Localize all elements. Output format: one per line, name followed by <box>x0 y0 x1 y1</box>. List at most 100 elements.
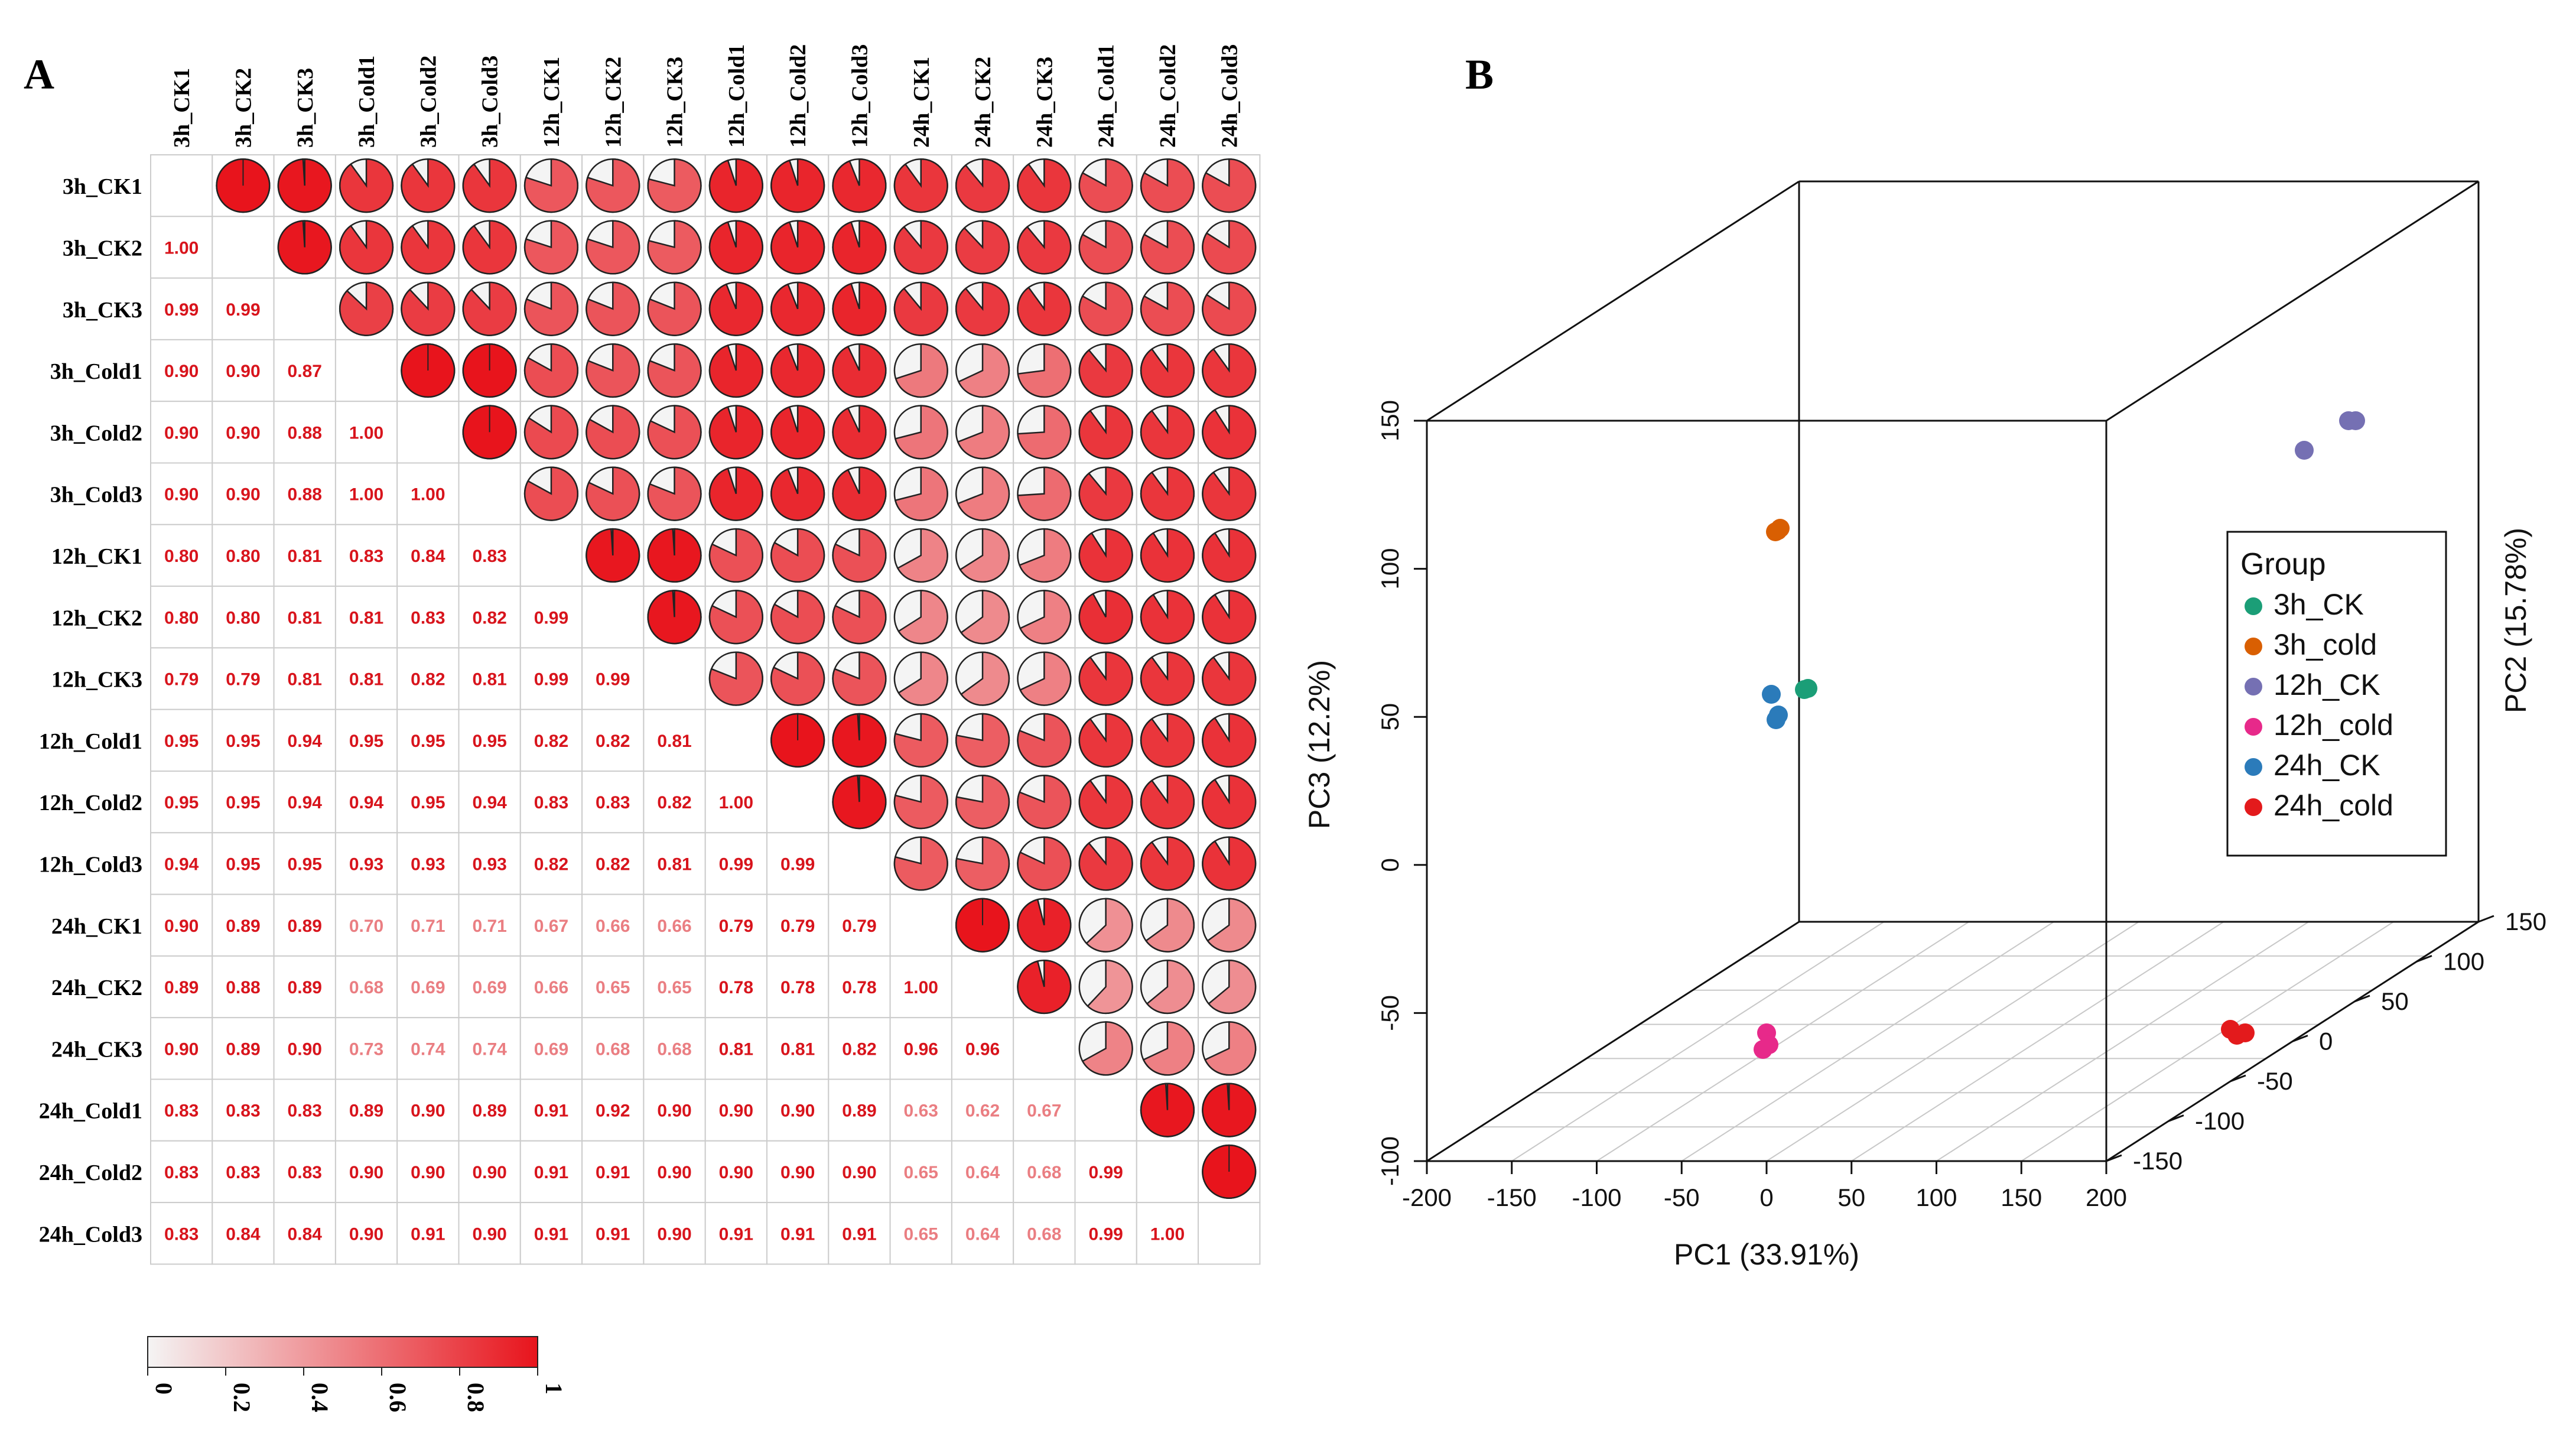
x-tick-label: -50 <box>1664 1184 1700 1211</box>
pie-glyph <box>1078 836 1133 891</box>
pie-glyph <box>523 405 579 460</box>
pie-glyph <box>1202 158 1257 213</box>
heatmap-cell <box>458 1017 521 1080</box>
pie-glyph <box>1078 220 1133 275</box>
heatmap-cell <box>150 339 213 402</box>
heatmap-cell <box>458 955 521 1019</box>
pie-glyph <box>955 466 1010 521</box>
panel-b-label: B <box>1465 51 1494 98</box>
correlation-value: 0.90 <box>164 485 199 505</box>
heatmap-cell <box>150 1140 213 1204</box>
heatmap-cell <box>396 462 460 525</box>
heatmap-cell <box>150 1017 213 1080</box>
heatmap-cell <box>396 771 460 834</box>
heatmap-cell <box>1074 1140 1137 1204</box>
heatmap-cell <box>396 1017 460 1080</box>
heatmap-cell <box>334 401 398 464</box>
heatmap-cell <box>396 832 460 895</box>
correlation-value: 0.93 <box>349 854 383 874</box>
pie-glyph <box>770 590 825 645</box>
colorbar: 0 0.2 0.4 0.6 0.8 1 <box>147 1336 567 1412</box>
z-tick <box>2230 1074 2246 1083</box>
pie-glyph <box>955 836 1010 891</box>
correlation-value: 0.80 <box>226 608 260 628</box>
heatmap-cell <box>150 216 213 279</box>
correlation-value: 0.81 <box>657 732 691 751</box>
heatmap-cell <box>828 1202 891 1265</box>
column-label: 3h_Cold3 <box>478 56 503 148</box>
heatmap-cell <box>334 1078 398 1142</box>
correlation-value: 0.90 <box>719 1101 753 1121</box>
correlation-value: 0.90 <box>164 1039 199 1059</box>
column-label: 12h_Cold1 <box>724 44 749 148</box>
pie-glyph <box>832 466 887 521</box>
correlation-value: 0.81 <box>349 608 383 628</box>
correlation-value: 0.78 <box>780 978 815 997</box>
correlation-value: 0.90 <box>472 1163 506 1182</box>
correlation-value: 0.90 <box>657 1101 691 1121</box>
panel-a: A 3h_CK13h_CK23h_CK33h_Cold13h_Cold23h_C… <box>24 44 1261 1412</box>
correlation-value: 0.64 <box>965 1163 1000 1182</box>
correlation-value: 0.81 <box>288 670 322 690</box>
heatmap-cell <box>334 339 398 402</box>
pie-glyph <box>893 281 948 336</box>
colorbar-tick-label: 0.2 <box>229 1383 255 1412</box>
pie-glyph <box>770 528 825 583</box>
pie-glyph <box>1202 1144 1257 1200</box>
panel-a-label: A <box>24 51 54 98</box>
pie-glyph <box>770 158 825 213</box>
correlation-value: 0.66 <box>596 916 630 936</box>
correlation-value: 0.84 <box>226 1224 261 1244</box>
correlation-value: 0.92 <box>596 1101 630 1121</box>
correlation-value: 0.81 <box>780 1039 815 1059</box>
heatmap-cell <box>273 277 336 340</box>
pie-glyph <box>1202 528 1257 583</box>
correlation-value: 0.83 <box>411 608 445 628</box>
pie-glyph <box>1202 959 1257 1015</box>
row-label: 12h_CK3 <box>51 668 142 693</box>
z-tick-label: 150 <box>2505 908 2546 935</box>
heatmap-cell <box>704 708 767 772</box>
pie-glyph <box>832 775 887 830</box>
correlation-value: 0.90 <box>780 1163 815 1182</box>
heatmap-cell <box>458 1202 521 1265</box>
pie-glyph <box>1202 651 1257 706</box>
correlation-value: 0.63 <box>904 1101 938 1121</box>
heatmap-cell <box>458 1078 521 1142</box>
heatmap-cell <box>766 955 830 1019</box>
pie-glyph <box>955 590 1010 645</box>
pie-glyph <box>893 528 948 583</box>
heatmap-cell <box>828 832 891 895</box>
correlation-value: 0.99 <box>534 670 568 690</box>
correlation-value: 0.91 <box>842 1224 876 1244</box>
row-label: 3h_Cold3 <box>50 483 142 508</box>
correlation-value: 0.88 <box>288 485 322 505</box>
heatmap-cell <box>1013 1202 1076 1265</box>
pie-glyph <box>1078 466 1133 521</box>
heatmap-cell <box>643 1202 706 1265</box>
correlation-value: 0.66 <box>534 978 568 997</box>
pie-glyph <box>586 281 640 336</box>
scatter-point-24h_CK <box>1767 710 1785 729</box>
heatmap-cell <box>581 647 645 710</box>
x-tick-label: -150 <box>1487 1184 1537 1211</box>
correlation-value: 0.95 <box>164 793 199 812</box>
x-tick-label: 50 <box>1837 1184 1865 1211</box>
scatter-point-24h_cold <box>2227 1026 2246 1045</box>
pie-glyph <box>647 466 702 521</box>
pie-glyph <box>1017 158 1072 213</box>
pie-glyph <box>1140 713 1195 768</box>
y-tick-label: -50 <box>1376 995 1404 1031</box>
colorbar-tick-label: 0.6 <box>385 1383 411 1412</box>
correlation-value: 0.89 <box>288 978 322 997</box>
heatmap-cell <box>951 1078 1014 1142</box>
pie-glyph <box>586 405 640 460</box>
heatmap-cell <box>519 832 583 895</box>
correlation-value: 0.73 <box>349 1039 383 1059</box>
y-tick-label: 50 <box>1376 703 1404 731</box>
box-edge <box>2106 180 2479 422</box>
correlation-value: 0.83 <box>164 1101 199 1121</box>
correlation-value: 0.90 <box>657 1224 691 1244</box>
z-tick <box>2478 915 2494 923</box>
correlation-value: 0.80 <box>164 547 199 566</box>
